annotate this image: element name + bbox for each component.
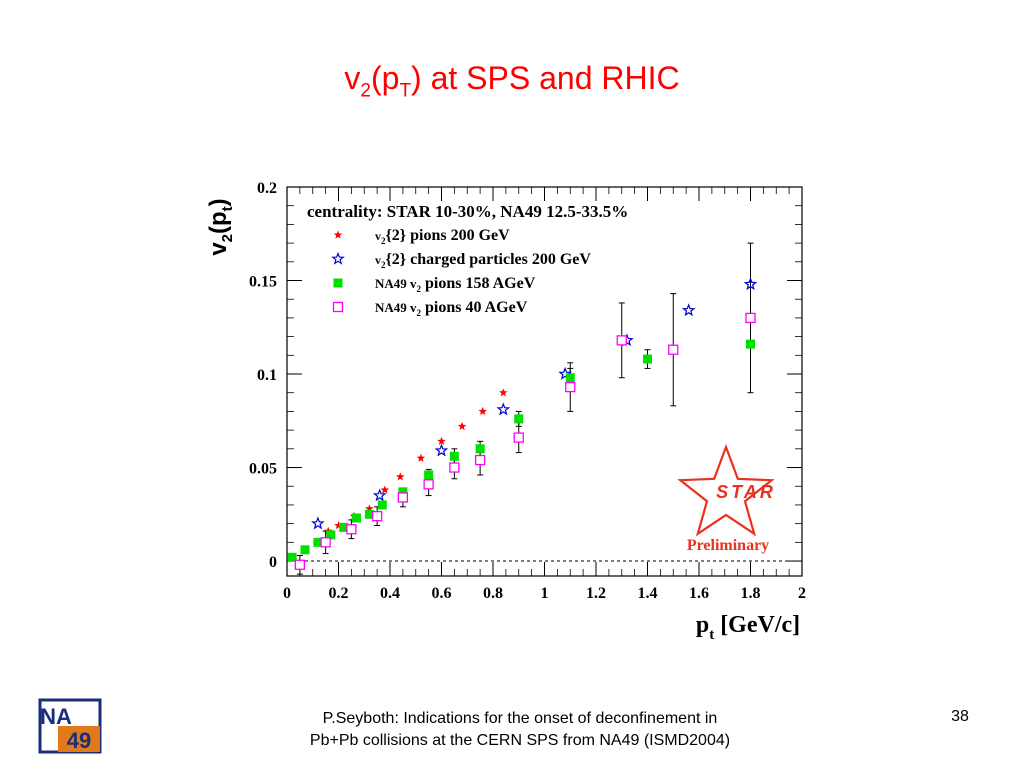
data-point-series-0 [380,485,390,494]
data-point-series-1 [311,516,325,530]
x-tick-label: 1.8 [741,585,761,602]
data-point-series-2 [398,487,408,497]
legend-marker-3 [332,301,344,313]
data-point-series-3 [294,559,306,570]
x-tick-label: 2 [798,585,806,602]
data-point-series-2 [326,530,336,540]
data-point-series-1 [743,277,758,291]
data-point-series-3 [474,454,486,466]
data-point-series-0 [365,504,374,513]
data-point-series-2 [352,513,362,523]
data-point-series-1 [372,488,387,502]
legend-label-3: NA49 v2 pions 40 AGeV [375,299,528,318]
data-point-series-3 [745,312,756,324]
data-point-series-2 [475,444,485,454]
data-point-series-3 [320,537,331,548]
data-point-series-2 [514,414,524,424]
data-point-series-2 [364,509,374,519]
legend-label-2: NA49 v2 pions 158 AGeV [375,275,536,294]
data-point-series-3 [449,462,460,473]
data-point-series-0 [396,472,405,481]
x-tick-label: 1.4 [638,585,658,602]
data-point-series-0 [334,521,343,530]
v2-pt-chart: 0 0.2 0.4 0.6 0.8 1 1.2 1.4 1.6 1.8 2 0 0.05 0.1 0.15 0… [205,180,806,643]
data-point-series-2 [746,339,755,349]
data-point-series-2 [300,545,310,555]
data-point-series-2 [643,354,652,364]
star-logo-text: STAR [716,482,776,502]
data-point-series-0 [499,388,508,397]
data-point-series-0 [416,453,426,462]
data-point-series-3 [371,511,383,522]
data-point-series-3 [513,432,524,443]
x-axis-title: pt [GeV/c] [696,612,800,643]
data-point-series-2 [339,522,349,532]
x-tick-label: 1 [541,585,549,602]
legend-label-0: v2{2} pions 200 GeV [375,227,510,246]
data-point-series-3 [346,524,357,535]
y-tick-label: 0 [269,554,277,571]
y-tick-label: 0.2 [257,180,277,197]
slide-title: v2(pT) at SPS and RHIC [344,60,680,102]
data-point-series-0 [437,436,446,445]
data-point-series-2 [287,552,297,562]
data-point-series-2 [377,500,387,510]
x-tick-label: 1.2 [586,585,606,602]
x-tick-label: 0.6 [432,585,452,602]
legend-marker-0 [333,230,343,239]
plot-frame [286,186,803,577]
x-tick-label: 0.4 [380,585,400,602]
data-point-series-0 [478,406,487,416]
data-point-series-3 [423,479,434,490]
legend-marker-2 [333,278,343,288]
na49-logo-bottom: 49 [67,728,91,753]
legend-header: centrality: STAR 10-30%, NA49 12.5-33.5% [307,202,628,221]
x-tick-label: 0 [283,585,291,602]
footer-line-2: Pb+Pb collisions at the CERN SPS from NA… [309,732,731,749]
preliminary-label: Preliminary [687,537,769,554]
data-point-series-1 [681,303,696,317]
star-preliminary-logo: STAR Preliminary [677,443,776,554]
data-point-series-3 [397,492,409,503]
data-point-series-3 [668,344,679,355]
data-point-series-1 [558,366,572,380]
star-outline-icon [677,443,775,537]
data-point-series-0 [457,421,467,430]
x-tick-label: 1.6 [689,585,709,602]
footer-line-1: P.Seyboth: Indications for the onset of … [322,710,718,727]
x-tick-label: 0.2 [329,585,349,602]
data-point-series-2 [565,373,575,383]
data-point-series-2 [424,470,434,480]
page-number: 38 [951,708,969,725]
na49-logo-top: NA [40,704,72,729]
footer-citation: P.Seyboth: Indications for the onset of … [220,708,820,752]
y-tick-label: 0.1 [257,367,277,384]
legend-marker-1 [331,251,345,265]
x-tick-label: 0.8 [483,585,503,602]
data-point-series-2 [449,451,459,461]
legend-label-1: v2{2} charged particles 200 GeV [375,251,591,270]
data-point-series-3 [616,335,627,346]
y-tick-label: 0.15 [249,274,277,291]
y-axis-title: v2(pt) [205,198,236,255]
na49-logo: NA 49 [38,698,102,754]
data-point-series-1 [496,402,511,416]
data-point-series-3 [565,381,576,393]
y-tick-label: 0.05 [249,461,277,478]
data-point-series-2 [313,537,323,547]
data-point-series-1 [434,443,449,457]
